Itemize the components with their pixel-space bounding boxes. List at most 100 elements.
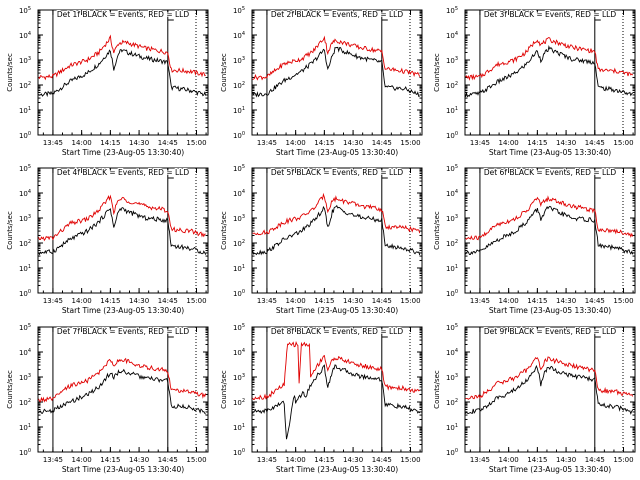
- lld-series-line: [252, 35, 421, 81]
- y-tick-exponent: 2: [455, 398, 458, 404]
- y-tick-label: 101: [446, 423, 458, 432]
- y-tick-exponent: 1: [28, 423, 31, 429]
- x-axis-label: Start Time (23-Aug-05 13:30:40): [276, 148, 398, 157]
- x-tick-label: 14:15: [527, 456, 547, 464]
- x-tick-label: 13:45: [470, 139, 490, 147]
- x-tick-label: 14:15: [100, 297, 120, 305]
- y-tick-label: 104: [233, 348, 245, 357]
- events-series-line: [252, 46, 420, 98]
- x-tick-label: 14:45: [585, 456, 605, 464]
- events-series-line: [38, 207, 207, 256]
- y-tick-exponent: 4: [242, 348, 245, 354]
- events-series-line: [465, 364, 634, 415]
- y-tick-label: 100: [233, 448, 245, 457]
- x-axis-label: Start Time (23-Aug-05 13:30:40): [489, 306, 611, 315]
- panel-title: Det 1f BLACK = Events, RED = LLD: [57, 10, 190, 19]
- y-tick-label: 101: [233, 264, 245, 273]
- x-tick-label: 14:30: [343, 297, 363, 305]
- plot-frame: [464, 167, 636, 294]
- events-series-line: [252, 204, 421, 256]
- y-tick-exponent: 4: [242, 31, 245, 37]
- events-series-line: [38, 48, 207, 98]
- y-tick-label: 100: [19, 289, 31, 298]
- y-tick-label: 104: [233, 189, 245, 198]
- y-axis-label: Counts/sec: [220, 370, 228, 409]
- x-tick-label: 14:45: [372, 139, 392, 147]
- x-tick-label: 14:30: [556, 139, 576, 147]
- x-tick-label: 14:00: [499, 297, 519, 305]
- y-tick-label: 104: [446, 31, 458, 40]
- x-tick-label: 14:15: [527, 297, 547, 305]
- panel-title: Det 4f BLACK = Events, RED = LLD: [57, 168, 190, 177]
- y-tick-label: 100: [446, 289, 458, 298]
- x-tick-label: 13:45: [257, 139, 277, 147]
- y-tick-label: 103: [446, 56, 458, 65]
- x-tick-label: 15:00: [400, 456, 420, 464]
- x-tick-label: 14:45: [372, 456, 392, 464]
- events-series-line: [465, 205, 634, 255]
- y-axis-label: Counts/sec: [6, 370, 14, 409]
- plot-frame: [37, 326, 209, 453]
- events-series-line: [465, 44, 633, 98]
- x-tick-label: 14:45: [158, 139, 178, 147]
- y-tick-exponent: 0: [28, 131, 31, 137]
- plot-frame: [251, 326, 423, 453]
- y-tick-label: 103: [19, 56, 31, 65]
- y-tick-label: 101: [19, 106, 31, 115]
- y-tick-exponent: 2: [28, 239, 31, 245]
- y-axis-label: Counts/sec: [6, 211, 14, 250]
- y-tick-label: 105: [446, 6, 458, 15]
- events-series-line: [252, 364, 421, 440]
- x-tick-label: 14:15: [314, 297, 334, 305]
- panel-title: Det 8f BLACK = Events, RED = LLD: [271, 327, 404, 336]
- lld-series-line: [465, 195, 634, 241]
- y-tick-exponent: 4: [28, 348, 31, 354]
- y-tick-exponent: 0: [455, 131, 458, 137]
- x-axis-label: Start Time (23-Aug-05 13:30:40): [489, 148, 611, 157]
- y-tick-exponent: 1: [28, 106, 31, 112]
- y-tick-label: 102: [19, 398, 31, 407]
- x-tick-label: 14:30: [556, 456, 576, 464]
- x-tick-label: 14:30: [343, 456, 363, 464]
- x-tick-label: 14:30: [129, 139, 149, 147]
- y-tick-label: 102: [233, 239, 245, 248]
- y-tick-exponent: 4: [28, 31, 31, 37]
- x-tick-label: 15:00: [400, 139, 420, 147]
- x-tick-label: 14:15: [100, 456, 120, 464]
- y-axis-label: Counts/sec: [433, 370, 441, 409]
- lld-series-line: [465, 356, 634, 400]
- y-tick-label: 105: [19, 6, 31, 15]
- y-tick-exponent: 5: [242, 6, 245, 12]
- panel-title: Det 3f BLACK = Events, RED = LLD: [484, 10, 617, 19]
- y-axis-label: Counts/sec: [220, 211, 228, 250]
- y-tick-exponent: 3: [455, 56, 458, 62]
- y-tick-label: 104: [233, 31, 245, 40]
- panel-title: Det 9f BLACK = Events, RED = LLD: [484, 327, 617, 336]
- y-tick-label: 100: [233, 289, 245, 298]
- y-tick-exponent: 3: [28, 56, 31, 62]
- y-tick-exponent: 0: [455, 448, 458, 454]
- y-tick-label: 102: [19, 81, 31, 90]
- y-tick-exponent: 2: [28, 398, 31, 404]
- y-tick-label: 105: [446, 164, 458, 173]
- x-tick-label: 14:30: [343, 139, 363, 147]
- y-tick-label: 103: [233, 373, 245, 382]
- x-tick-label: 14:00: [72, 139, 92, 147]
- y-tick-label: 103: [19, 373, 31, 382]
- x-tick-label: 14:00: [286, 456, 306, 464]
- y-axis-label: Counts/sec: [433, 53, 441, 92]
- y-axis-label: Counts/sec: [6, 53, 14, 92]
- y-tick-exponent: 5: [455, 323, 458, 329]
- y-tick-label: 102: [233, 398, 245, 407]
- x-axis-label: Start Time (23-Aug-05 13:30:40): [276, 465, 398, 474]
- y-tick-exponent: 1: [455, 264, 458, 270]
- y-tick-label: 104: [446, 189, 458, 198]
- x-tick-label: 14:45: [585, 297, 605, 305]
- x-tick-label: 13:45: [470, 456, 490, 464]
- y-tick-label: 105: [446, 323, 458, 332]
